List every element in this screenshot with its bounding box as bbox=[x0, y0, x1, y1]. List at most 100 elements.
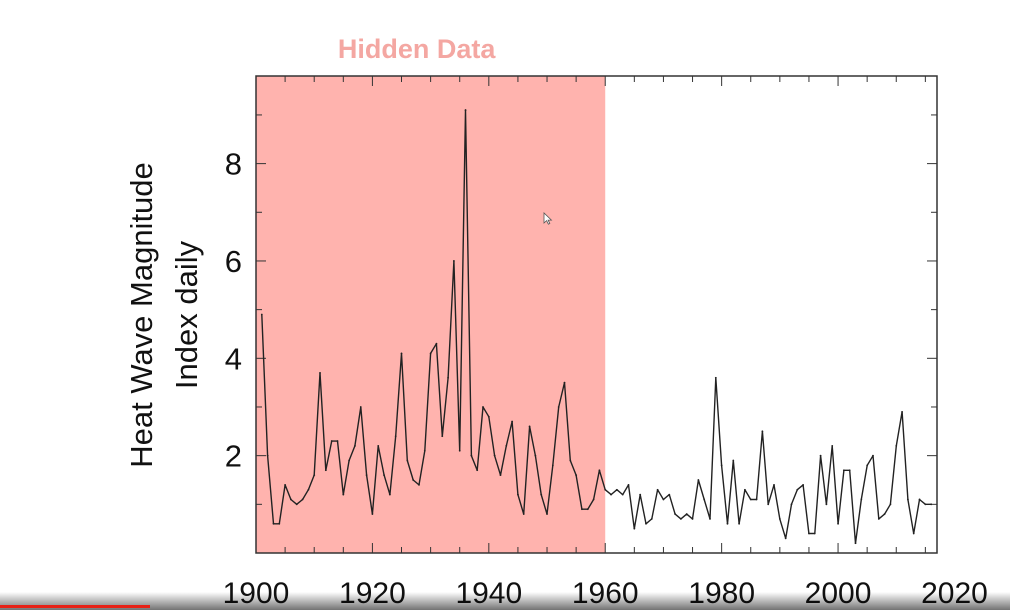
data-point bbox=[918, 498, 921, 501]
data-point bbox=[324, 469, 327, 472]
data-point bbox=[883, 513, 886, 515]
data-point bbox=[790, 503, 793, 506]
plot-frame bbox=[255, 75, 938, 554]
axis-ticks bbox=[255, 76, 937, 553]
data-point bbox=[528, 425, 531, 428]
data-point bbox=[831, 445, 834, 447]
data-point bbox=[662, 498, 665, 501]
heat-wave-series-line bbox=[261, 109, 932, 544]
video-progress-bar[interactable] bbox=[0, 605, 150, 608]
data-point bbox=[511, 420, 514, 423]
data-point bbox=[924, 503, 927, 506]
data-point bbox=[627, 483, 630, 486]
data-point bbox=[761, 430, 764, 433]
y-tick-label: 2 bbox=[225, 439, 242, 474]
data-point bbox=[709, 518, 711, 520]
hidden-data-region bbox=[256, 76, 606, 553]
data-point bbox=[930, 503, 933, 506]
data-point bbox=[720, 464, 723, 467]
data-point bbox=[621, 493, 624, 496]
y-axis-title-line-1: Heat Wave Magnitude bbox=[124, 162, 159, 468]
data-point bbox=[732, 459, 735, 462]
data-point bbox=[464, 109, 467, 111]
data-point bbox=[767, 503, 770, 506]
data-point bbox=[423, 449, 426, 452]
data-point bbox=[371, 513, 374, 515]
data-point bbox=[586, 508, 589, 511]
data-points bbox=[260, 109, 933, 545]
data-point bbox=[388, 493, 391, 496]
y-tick-label: 8 bbox=[225, 147, 242, 182]
data-point bbox=[650, 518, 653, 520]
data-point bbox=[639, 493, 642, 496]
data-point bbox=[749, 498, 752, 501]
y-tick-label: 6 bbox=[225, 244, 242, 279]
data-point bbox=[330, 440, 333, 442]
data-point bbox=[487, 415, 490, 418]
data-point bbox=[837, 522, 839, 525]
video-player-bar bbox=[0, 592, 1010, 610]
data-point bbox=[499, 474, 502, 477]
data-point bbox=[697, 479, 700, 481]
data-point bbox=[295, 503, 298, 506]
data-point bbox=[354, 445, 356, 447]
data-point bbox=[592, 498, 595, 501]
data-point bbox=[505, 445, 508, 447]
data-point bbox=[278, 522, 281, 525]
data-point bbox=[534, 454, 537, 457]
data-point bbox=[540, 493, 543, 496]
data-point bbox=[522, 513, 525, 515]
data-point bbox=[569, 459, 572, 462]
data-point bbox=[452, 260, 455, 262]
data-point bbox=[470, 454, 473, 457]
data-point bbox=[575, 474, 578, 477]
data-point bbox=[802, 483, 805, 486]
data-point bbox=[872, 454, 874, 457]
data-point bbox=[377, 445, 380, 447]
data-point bbox=[458, 449, 461, 452]
data-point bbox=[394, 435, 397, 438]
data-point bbox=[441, 435, 444, 438]
hidden-data-label: Hidden Data bbox=[338, 34, 497, 64]
data-point bbox=[406, 459, 409, 462]
data-point bbox=[825, 503, 828, 506]
data-point bbox=[656, 488, 659, 491]
data-point bbox=[808, 532, 810, 535]
data-point bbox=[895, 445, 898, 447]
data-point bbox=[557, 406, 560, 408]
data-point bbox=[645, 522, 647, 525]
data-point bbox=[604, 488, 607, 491]
data-point bbox=[714, 376, 717, 379]
data-point bbox=[610, 493, 612, 496]
data-point bbox=[866, 464, 869, 467]
data-point bbox=[744, 488, 746, 491]
data-point bbox=[476, 469, 479, 472]
data-point bbox=[551, 464, 554, 467]
data-point bbox=[848, 469, 851, 472]
data-point bbox=[290, 498, 292, 501]
data-point bbox=[854, 542, 857, 545]
data-point bbox=[307, 488, 310, 491]
data-point bbox=[447, 376, 449, 379]
data-point bbox=[906, 498, 909, 501]
data-point bbox=[901, 410, 903, 413]
data-point bbox=[546, 513, 548, 515]
data-point bbox=[365, 474, 368, 477]
data-point bbox=[912, 532, 915, 535]
data-point bbox=[703, 498, 706, 501]
data-point bbox=[400, 352, 403, 355]
data-point bbox=[435, 342, 438, 345]
y-axis-title-line-2: Index daily bbox=[169, 240, 204, 389]
data-point bbox=[581, 508, 583, 511]
data-point bbox=[260, 313, 263, 316]
data-point bbox=[685, 513, 688, 515]
data-point bbox=[778, 518, 781, 520]
data-point bbox=[272, 522, 275, 525]
data-point bbox=[674, 513, 676, 515]
data-point bbox=[301, 498, 304, 501]
data-point bbox=[412, 479, 415, 481]
data-point bbox=[633, 527, 636, 530]
data-point bbox=[819, 454, 822, 457]
data-point bbox=[784, 537, 787, 540]
